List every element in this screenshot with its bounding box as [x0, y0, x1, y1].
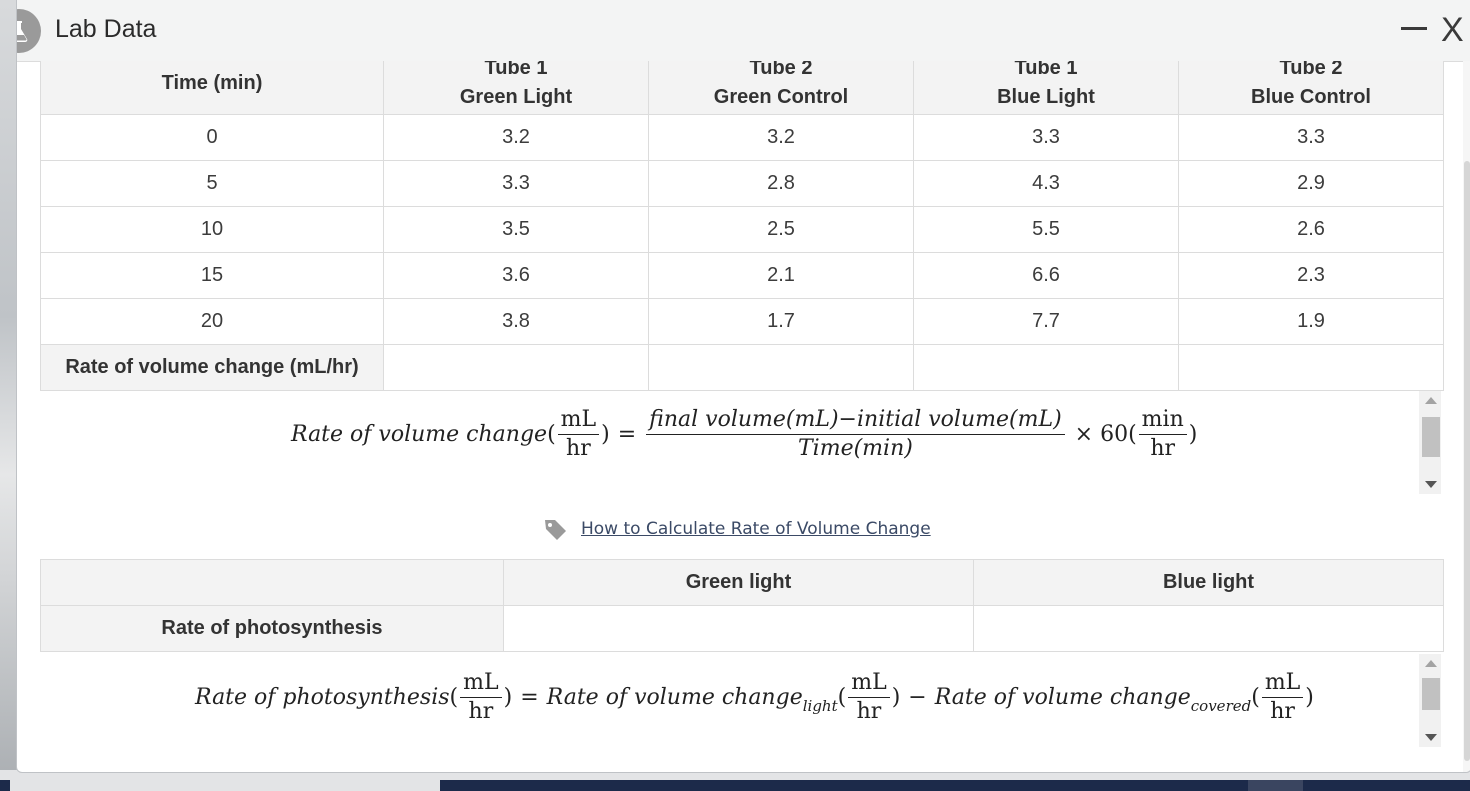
table-cell: 1.9	[1178, 298, 1444, 345]
unit-fraction: mL hr	[848, 669, 890, 726]
lab-data-window: Lab Data X Time (min) Tube 1 Green Light…	[16, 0, 1470, 773]
table-cell: 3.3	[383, 160, 649, 207]
column-header: Green light	[503, 559, 974, 606]
rate-input-green-light[interactable]	[383, 344, 649, 391]
table-cell: 1.7	[648, 298, 914, 345]
rate-of-volume-change-row: Rate of volume change (mL/hr)	[40, 344, 1444, 391]
flask-icon	[17, 9, 41, 53]
column-header	[40, 559, 504, 606]
table-row: 0 3.2 3.2 3.3 3.3	[40, 114, 1444, 161]
photosynthesis-input-green[interactable]	[503, 605, 974, 652]
unit-fraction: mL hr	[557, 406, 600, 463]
window-scroll-thumb[interactable]	[1464, 161, 1470, 761]
column-header: Tube 2 Blue Control	[1178, 61, 1444, 115]
minimize-icon	[1401, 27, 1427, 30]
title-bar: Lab Data X	[17, 0, 1470, 62]
table-row: 20 3.8 1.7 7.7 1.9	[40, 298, 1444, 345]
table-cell: 3.3	[913, 114, 1179, 161]
volume-change-formula: Rate of volume change ( mL hr ) = final …	[291, 406, 1198, 463]
background-taskbar	[0, 770, 1470, 791]
table-cell: 4.3	[913, 160, 1179, 207]
photosynthesis-formula: Rate of photosynthesis ( mL hr ) = Rate …	[195, 669, 1314, 726]
scroll-thumb[interactable]	[1422, 678, 1440, 710]
table-cell: 2.6	[1178, 206, 1444, 253]
column-header: Time (min)	[40, 61, 384, 115]
rate-input-green-control[interactable]	[648, 344, 914, 391]
formula-lhs: Rate of photosynthesis	[195, 685, 450, 710]
table-row: 15 3.6 2.1 6.6 2.3	[40, 252, 1444, 299]
photosynthesis-row-label: Rate of photosynthesis	[40, 605, 504, 652]
scroll-up-icon[interactable]	[1425, 660, 1437, 667]
table-cell: 2.8	[648, 160, 914, 207]
rate-input-blue-light[interactable]	[913, 344, 1179, 391]
column-header: Tube 1 Blue Light	[913, 61, 1179, 115]
table-header-row: Green light Blue light	[40, 559, 1444, 606]
column-header: Tube 2 Green Control	[648, 61, 914, 115]
help-link-row: How to Calculate Rate of Volume Change	[543, 517, 931, 541]
conversion-fraction: min hr	[1138, 406, 1187, 463]
unit-fraction: mL hr	[1261, 669, 1304, 726]
column-header: Blue light	[973, 559, 1444, 606]
window-scrollbar[interactable]	[1463, 61, 1470, 772]
formula-scrollbar[interactable]	[1419, 391, 1441, 494]
table-cell: 3.2	[383, 114, 649, 161]
lab-data-content: Time (min) Tube 1 Green Light Tube 2 Gre…	[17, 61, 1470, 772]
table-cell: 3.8	[383, 298, 649, 345]
table-cell: 3.3	[1178, 114, 1444, 161]
table-cell: 5.5	[913, 206, 1179, 253]
volume-data-table: Time (min) Tube 1 Green Light Tube 2 Gre…	[40, 61, 1444, 391]
table-cell: 5	[40, 160, 384, 207]
table-cell: 0	[40, 114, 384, 161]
how-to-calculate-link[interactable]: How to Calculate Rate of Volume Change	[581, 519, 931, 539]
minimize-button[interactable]	[1400, 14, 1428, 44]
table-cell: 2.9	[1178, 160, 1444, 207]
table-cell: 3.2	[648, 114, 914, 161]
scroll-thumb[interactable]	[1422, 417, 1440, 457]
volume-fraction: final volume(mL)−initial volume(mL) Time…	[646, 406, 1065, 463]
table-cell: 3.5	[383, 206, 649, 253]
table-row: Rate of photosynthesis	[40, 605, 1444, 652]
table-header-row: Time (min) Tube 1 Green Light Tube 2 Gre…	[40, 61, 1444, 115]
rate-row-label: Rate of volume change (mL/hr)	[40, 344, 384, 391]
table-cell: 20	[40, 298, 384, 345]
tag-icon	[545, 520, 566, 540]
unit-fraction: mL hr	[460, 669, 502, 726]
scroll-down-icon[interactable]	[1425, 734, 1437, 741]
formula-lhs: Rate of volume change	[291, 422, 548, 447]
photosynthesis-table: Green light Blue light Rate of photosynt…	[40, 559, 1444, 652]
close-button[interactable]: X	[1441, 11, 1464, 49]
column-header: Tube 1 Green Light	[383, 61, 649, 115]
scroll-up-icon[interactable]	[1425, 397, 1437, 404]
table-row: 10 3.5 2.5 5.5 2.6	[40, 206, 1444, 253]
table-cell: 15	[40, 252, 384, 299]
table-cell: 2.5	[648, 206, 914, 253]
table-cell: 3.6	[383, 252, 649, 299]
scroll-down-icon[interactable]	[1425, 481, 1437, 488]
table-cell: 10	[40, 206, 384, 253]
formula-scrollbar[interactable]	[1419, 654, 1441, 747]
table-cell: 2.1	[648, 252, 914, 299]
table-cell: 6.6	[913, 252, 1179, 299]
table-row: 5 3.3 2.8 4.3 2.9	[40, 160, 1444, 207]
rate-input-blue-control[interactable]	[1178, 344, 1444, 391]
table-cell: 2.3	[1178, 252, 1444, 299]
photosynthesis-input-blue[interactable]	[973, 605, 1444, 652]
window-title: Lab Data	[55, 15, 157, 43]
table-cell: 7.7	[913, 298, 1179, 345]
